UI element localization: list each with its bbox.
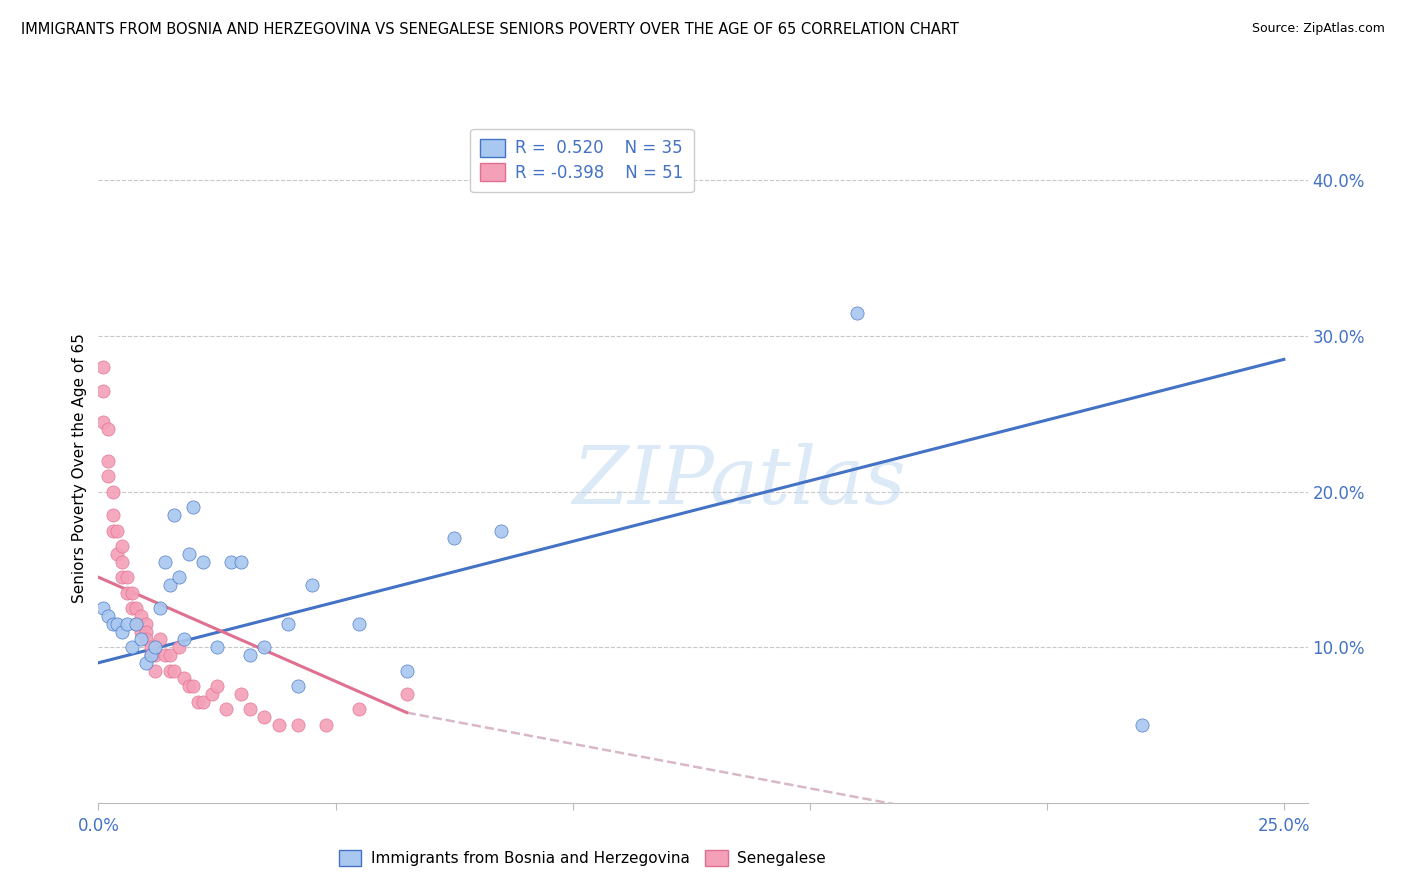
Point — [181, 679, 204, 693]
Point — [347, 702, 370, 716]
Point — [129, 609, 152, 624]
Point — [846, 306, 869, 320]
Point — [105, 616, 128, 631]
Text: Source: ZipAtlas.com: Source: ZipAtlas.com — [1251, 22, 1385, 36]
Point — [395, 664, 418, 678]
Point — [443, 531, 465, 545]
Point — [201, 687, 224, 701]
Point — [125, 616, 148, 631]
Point — [125, 601, 148, 615]
Point — [111, 555, 134, 569]
Point — [253, 640, 276, 655]
Point — [121, 640, 143, 655]
Point — [143, 664, 166, 678]
Text: ZIPatlas: ZIPatlas — [572, 443, 905, 520]
Point — [121, 601, 143, 615]
Point — [135, 632, 157, 647]
Point — [101, 616, 124, 631]
Point — [135, 624, 157, 639]
Point — [173, 632, 195, 647]
Point — [159, 648, 181, 662]
Point — [239, 648, 262, 662]
Point — [105, 547, 128, 561]
Point — [135, 616, 157, 631]
Point — [177, 547, 200, 561]
Point — [167, 570, 190, 584]
Point — [229, 555, 252, 569]
Point — [91, 384, 114, 398]
Point — [149, 632, 172, 647]
Point — [301, 578, 323, 592]
Point — [229, 687, 252, 701]
Point — [115, 570, 138, 584]
Point — [111, 624, 134, 639]
Y-axis label: Seniors Poverty Over the Age of 65: Seniors Poverty Over the Age of 65 — [72, 334, 87, 603]
Point — [191, 695, 214, 709]
Point — [115, 616, 138, 631]
Point — [129, 632, 152, 647]
Point — [205, 640, 228, 655]
Point — [163, 508, 186, 522]
Point — [267, 718, 290, 732]
Point — [121, 586, 143, 600]
Point — [277, 616, 299, 631]
Point — [153, 555, 176, 569]
Point — [143, 640, 166, 655]
Point — [173, 671, 195, 685]
Point — [219, 555, 242, 569]
Point — [191, 555, 214, 569]
Point — [1130, 718, 1153, 732]
Point — [187, 695, 209, 709]
Point — [163, 664, 186, 678]
Point — [149, 601, 172, 615]
Point — [115, 586, 138, 600]
Point — [97, 422, 120, 436]
Point — [135, 656, 157, 670]
Point — [125, 616, 148, 631]
Point — [395, 687, 418, 701]
Point — [111, 539, 134, 553]
Point — [177, 679, 200, 693]
Point — [287, 679, 309, 693]
Point — [181, 500, 204, 515]
Point — [205, 679, 228, 693]
Point — [239, 702, 262, 716]
Point — [129, 624, 152, 639]
Point — [101, 524, 124, 538]
Point — [215, 702, 238, 716]
Point — [97, 609, 120, 624]
Point — [153, 648, 176, 662]
Text: IMMIGRANTS FROM BOSNIA AND HERZEGOVINA VS SENEGALESE SENIORS POVERTY OVER THE AG: IMMIGRANTS FROM BOSNIA AND HERZEGOVINA V… — [21, 22, 959, 37]
Point — [491, 524, 513, 538]
Point — [97, 469, 120, 483]
Point — [97, 453, 120, 467]
Point — [315, 718, 337, 732]
Point — [159, 578, 181, 592]
Point — [347, 616, 370, 631]
Point — [143, 648, 166, 662]
Point — [167, 640, 190, 655]
Point — [91, 601, 114, 615]
Point — [139, 648, 162, 662]
Point — [139, 640, 162, 655]
Point — [101, 508, 124, 522]
Point — [91, 415, 114, 429]
Legend: Immigrants from Bosnia and Herzegovina, Senegalese: Immigrants from Bosnia and Herzegovina, … — [332, 844, 832, 872]
Point — [111, 570, 134, 584]
Point — [253, 710, 276, 724]
Point — [91, 360, 114, 375]
Point — [105, 524, 128, 538]
Point — [101, 484, 124, 499]
Point — [287, 718, 309, 732]
Point — [139, 648, 162, 662]
Point — [159, 664, 181, 678]
